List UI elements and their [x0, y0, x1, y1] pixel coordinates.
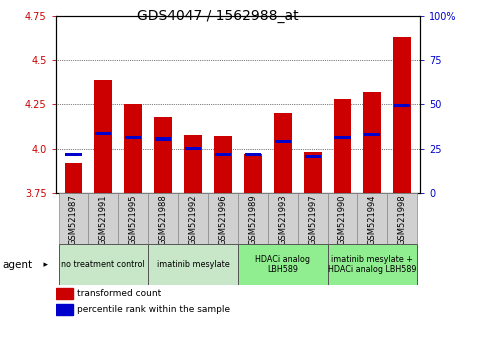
Text: GSM521996: GSM521996 — [218, 194, 227, 245]
Text: agent: agent — [2, 259, 32, 270]
Bar — [56, 288, 73, 299]
Bar — [154, 117, 172, 193]
Bar — [185, 147, 201, 150]
FancyBboxPatch shape — [118, 193, 148, 244]
Bar — [65, 163, 83, 193]
Bar — [56, 304, 73, 315]
FancyBboxPatch shape — [238, 244, 327, 285]
Text: HDACi analog
LBH589: HDACi analog LBH589 — [255, 255, 310, 274]
FancyBboxPatch shape — [58, 193, 88, 244]
Text: GSM521992: GSM521992 — [188, 194, 198, 245]
Bar — [305, 155, 321, 158]
Text: GDS4047 / 1562988_at: GDS4047 / 1562988_at — [137, 9, 298, 23]
Bar — [214, 136, 232, 193]
Text: GSM521993: GSM521993 — [278, 194, 287, 245]
Bar — [364, 133, 381, 136]
FancyBboxPatch shape — [298, 193, 327, 244]
Bar — [215, 153, 231, 156]
Bar — [94, 80, 113, 193]
Bar — [124, 104, 142, 193]
Bar — [125, 136, 142, 139]
Bar — [394, 104, 411, 107]
FancyBboxPatch shape — [327, 193, 357, 244]
FancyBboxPatch shape — [387, 193, 417, 244]
Text: GSM521989: GSM521989 — [248, 194, 257, 245]
Text: GSM521988: GSM521988 — [158, 194, 168, 245]
Bar — [363, 92, 382, 193]
Bar — [274, 113, 292, 193]
FancyBboxPatch shape — [357, 193, 387, 244]
Bar — [275, 140, 291, 143]
Bar — [393, 37, 411, 193]
FancyBboxPatch shape — [148, 244, 238, 285]
Bar — [155, 137, 171, 141]
Bar — [95, 132, 112, 135]
FancyBboxPatch shape — [268, 193, 298, 244]
Text: GSM521997: GSM521997 — [308, 194, 317, 245]
Bar — [334, 136, 351, 139]
FancyBboxPatch shape — [327, 244, 417, 285]
Text: GSM521991: GSM521991 — [99, 194, 108, 245]
Text: percentile rank within the sample: percentile rank within the sample — [77, 305, 230, 314]
FancyBboxPatch shape — [178, 193, 208, 244]
Text: imatinib mesylate +
HDACi analog LBH589: imatinib mesylate + HDACi analog LBH589 — [328, 255, 417, 274]
Text: no treatment control: no treatment control — [61, 260, 145, 269]
Text: GSM521995: GSM521995 — [129, 194, 138, 245]
FancyBboxPatch shape — [58, 244, 148, 285]
Text: imatinib mesylate: imatinib mesylate — [156, 260, 229, 269]
FancyBboxPatch shape — [88, 193, 118, 244]
Text: GSM521998: GSM521998 — [398, 194, 407, 245]
Text: GSM521990: GSM521990 — [338, 194, 347, 245]
Text: GSM521994: GSM521994 — [368, 194, 377, 245]
Bar — [244, 154, 262, 193]
Bar — [184, 135, 202, 193]
Text: transformed count: transformed count — [77, 289, 162, 298]
Text: GSM521987: GSM521987 — [69, 194, 78, 245]
Bar — [304, 152, 322, 193]
Bar — [65, 153, 82, 156]
FancyBboxPatch shape — [238, 193, 268, 244]
Bar — [245, 153, 261, 156]
Bar — [334, 99, 352, 193]
FancyBboxPatch shape — [148, 193, 178, 244]
FancyBboxPatch shape — [208, 193, 238, 244]
